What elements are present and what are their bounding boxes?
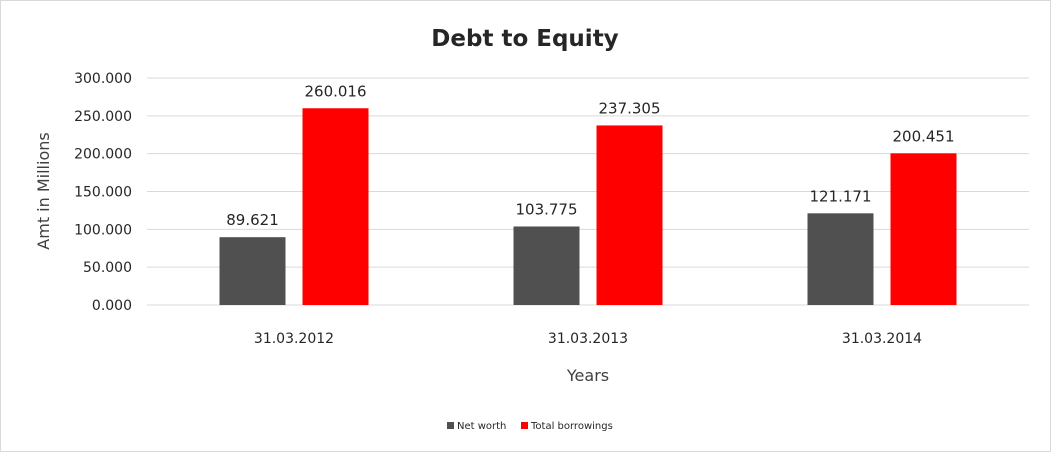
bar-total-borrowings bbox=[302, 108, 369, 305]
x-tick-label: 31.03.2014 bbox=[842, 331, 922, 347]
y-tick-label: 200.000 bbox=[74, 147, 132, 163]
data-label: 260.016 bbox=[304, 82, 366, 100]
data-label: 200.451 bbox=[892, 127, 954, 145]
legend-swatch bbox=[447, 422, 454, 429]
x-tick-label: 31.03.2013 bbox=[548, 331, 628, 347]
y-tick-label: 250.000 bbox=[74, 109, 132, 125]
y-axis-label: Amt in Millions bbox=[34, 132, 53, 249]
legend-label: Net worth bbox=[457, 421, 506, 432]
bar-net-worth bbox=[219, 237, 286, 305]
bar-total-borrowings bbox=[890, 153, 957, 305]
data-label: 237.305 bbox=[598, 99, 660, 117]
data-label: 121.171 bbox=[809, 187, 871, 205]
data-labels: 89.621 260.016 103.775 237.305 121.171 200.45… bbox=[226, 82, 954, 229]
y-tick-label: 0.000 bbox=[92, 298, 132, 314]
bar-total-borrowings bbox=[596, 125, 663, 306]
legend-label: Total borrowings bbox=[530, 421, 613, 432]
y-tick-label: 50.000 bbox=[83, 260, 132, 276]
x-tick-label: 31.03.2012 bbox=[254, 331, 334, 347]
y-tick-label: 300.000 bbox=[74, 71, 132, 87]
chart-title: Debt to Equity bbox=[431, 26, 618, 52]
x-axis-label: Years bbox=[566, 366, 609, 385]
y-tick-label: 100.000 bbox=[74, 222, 132, 238]
data-label: 89.621 bbox=[226, 211, 279, 229]
bar-net-worth bbox=[807, 213, 874, 305]
gridlines bbox=[147, 77, 1029, 306]
legend: Net worth Total borrowings bbox=[447, 421, 613, 432]
x-axis-ticks: 31.03.2012 31.03.2013 31.03.2014 bbox=[254, 331, 922, 347]
data-label: 103.775 bbox=[515, 200, 577, 218]
bars bbox=[219, 108, 957, 306]
y-axis-ticks: 0.000 50.000 100.000 150.000 200.000 250.000 3… bbox=[74, 71, 132, 314]
y-tick-label: 150.000 bbox=[74, 185, 132, 201]
bar-net-worth bbox=[513, 226, 580, 305]
legend-swatch bbox=[521, 422, 528, 429]
